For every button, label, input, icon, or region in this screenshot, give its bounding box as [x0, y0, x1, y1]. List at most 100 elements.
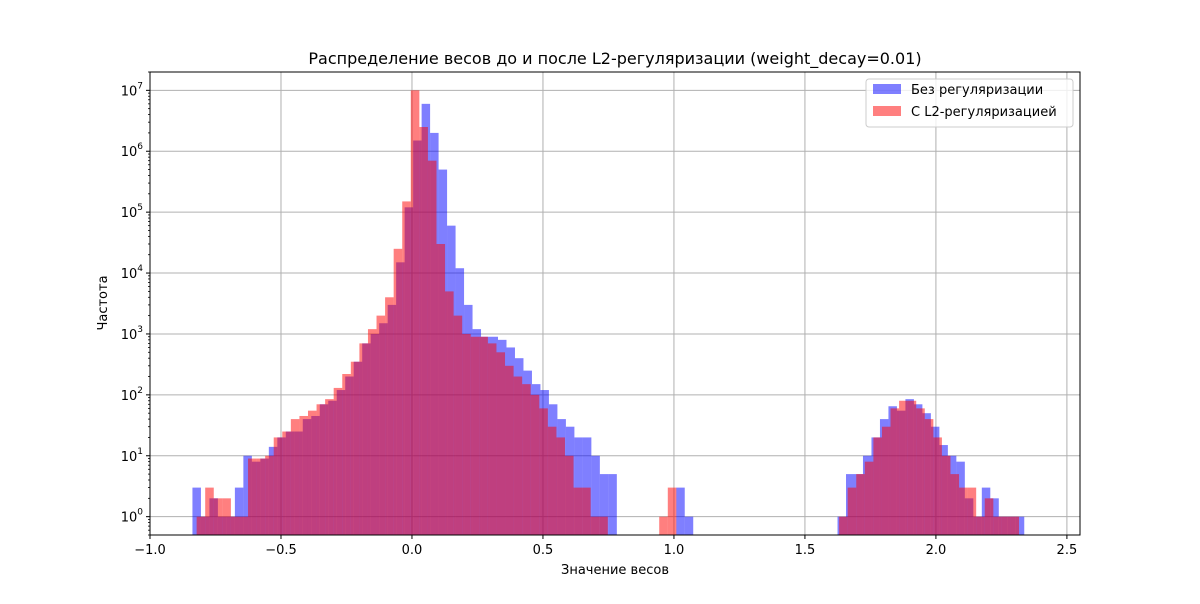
- bar-unregularized: [599, 474, 609, 535]
- x-tick-label: 2.5: [1057, 543, 1078, 558]
- bar-l2-regularized: [505, 365, 514, 535]
- bar-l2-regularized: [556, 437, 565, 535]
- bar-l2-regularized: [445, 291, 454, 535]
- y-tick-label: 104: [121, 264, 144, 282]
- bar-l2-regularized: [385, 297, 394, 535]
- bar-l2-regularized: [487, 343, 497, 535]
- bar-l2-regularized: [282, 431, 291, 535]
- bar-l2-regularized: [933, 437, 942, 535]
- bar-l2-regularized: [667, 487, 677, 535]
- bar-l2-regularized: [959, 487, 968, 535]
- chart-title: Распределение весов до и после L2-регуля…: [308, 49, 921, 69]
- bar-unregularized: [608, 474, 617, 535]
- bar-l2-regularized: [290, 419, 300, 535]
- bar-l2-regularized: [222, 498, 231, 535]
- y-tick-label: 103: [121, 325, 143, 343]
- bar-l2-regularized: [856, 474, 865, 535]
- bar-l2-regularized: [522, 384, 531, 535]
- y-tick-label: 102: [121, 386, 143, 404]
- bar-l2-regularized: [462, 333, 471, 535]
- bar-l2-regularized: [307, 410, 317, 535]
- bar-l2-regularized: [273, 437, 283, 535]
- bar-l2-regularized: [239, 516, 249, 535]
- bar-l2-regularized: [890, 408, 900, 535]
- bar-l2-regularized: [256, 458, 266, 535]
- bar-l2-regularized: [419, 127, 428, 535]
- bar-l2-regularized: [299, 415, 308, 535]
- bar-unregularized: [192, 487, 201, 535]
- bar-l2-regularized: [899, 400, 908, 535]
- legend-swatch-unregularized: [873, 84, 901, 94]
- bar-l2-regularized: [376, 315, 386, 535]
- bar-l2-regularized: [359, 343, 368, 535]
- bar-l2-regularized: [864, 461, 874, 535]
- bar-l2-regularized: [479, 336, 488, 535]
- bar-l2-regularized: [402, 201, 411, 535]
- bar-l2-regularized: [599, 516, 608, 535]
- x-tick-label: 2.0: [926, 543, 947, 558]
- bar-l2-regularized: [839, 516, 848, 535]
- legend-box: [865, 78, 1074, 128]
- bar-l2-regularized: [436, 243, 446, 535]
- y-tick-label: 106: [121, 142, 144, 160]
- bar-unregularized: [676, 487, 685, 535]
- bar-l2-regularized: [367, 329, 377, 535]
- bar-l2-regularized: [265, 455, 274, 535]
- bar-l2-regularized: [659, 516, 668, 535]
- bar-l2-regularized: [573, 487, 583, 535]
- bar-l2-regularized: [393, 248, 403, 535]
- legend: Без регуляризации С L2-регуляризацией: [865, 78, 1074, 128]
- bar-l2-regularized: [316, 404, 326, 535]
- histogram-bars: [192, 90, 1025, 536]
- bar-unregularized: [684, 516, 694, 535]
- bar-l2-regularized: [967, 487, 977, 535]
- bar-l2-regularized: [196, 516, 206, 535]
- legend-label-l2: С L2-регуляризацией: [911, 105, 1057, 120]
- bar-unregularized: [574, 437, 583, 535]
- x-tick-label: −1.0: [134, 543, 166, 558]
- bar-l2-regularized: [916, 408, 925, 535]
- bar-l2-regularized: [333, 387, 343, 535]
- bar-l2-regularized: [941, 455, 951, 535]
- axes-frame: [149, 71, 1081, 536]
- bar-unregularized: [1015, 516, 1025, 535]
- bar-l2-regularized: [427, 160, 437, 536]
- bar-l2-regularized: [496, 352, 506, 535]
- bar-l2-regularized: [582, 487, 591, 535]
- legend-label-unregularized: Без регуляризации: [911, 83, 1043, 98]
- bar-l2-regularized: [907, 400, 917, 535]
- bar-l2-regularized: [590, 516, 600, 535]
- bar-l2-regularized: [325, 399, 334, 535]
- legend-swatch-l2: [873, 106, 901, 116]
- x-tick-label: 0.0: [402, 543, 423, 558]
- y-axis-label: Частота: [96, 275, 111, 330]
- bar-l2-regularized: [530, 394, 540, 535]
- bar-unregularized: [234, 487, 244, 535]
- bar-l2-regularized: [847, 487, 857, 535]
- y-tick-label: 107: [121, 81, 143, 99]
- bar-l2-regularized: [950, 474, 960, 535]
- x-axis-ticks: −1.0 −0.5 0.0 0.5 1.0 1.5 2.0 2.5: [134, 535, 1077, 558]
- bar-l2-regularized: [342, 374, 351, 535]
- x-axis-label: Значение весов: [561, 563, 669, 578]
- bar-l2-regularized: [1010, 516, 1020, 535]
- bar-unregularized: [243, 455, 252, 535]
- x-tick-label: −0.5: [265, 543, 297, 558]
- bar-l2-regularized: [881, 426, 891, 535]
- x-tick-label: 1.0: [664, 543, 685, 558]
- bar-l2-regularized: [205, 487, 214, 535]
- bar-l2-regularized: [350, 361, 360, 535]
- bar-l2-regularized: [513, 376, 523, 535]
- bar-l2-regularized: [453, 315, 463, 535]
- bar-l2-regularized: [248, 458, 257, 535]
- bar-l2-regularized: [470, 336, 480, 535]
- bar-l2-regularized: [976, 516, 985, 535]
- bar-l2-regularized: [984, 498, 994, 535]
- bar-l2-regularized: [924, 419, 934, 535]
- bar-l2-regularized: [873, 437, 882, 535]
- bar-unregularized: [591, 455, 600, 535]
- bar-unregularized: [582, 437, 592, 535]
- x-tick-label: 0.5: [533, 543, 554, 558]
